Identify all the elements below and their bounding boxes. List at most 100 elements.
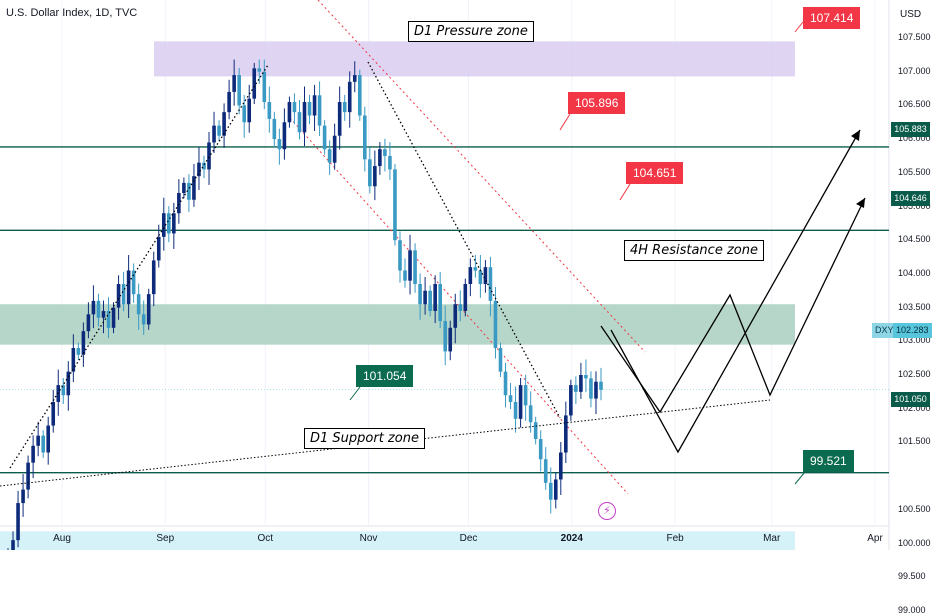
candle-body: [126, 270, 131, 305]
x-tick-3: Nov: [359, 533, 378, 544]
channel-upper: [317, 0, 646, 353]
candle-body: [503, 371, 508, 396]
candle-body: [383, 149, 387, 156]
y-tick-6: 104.500: [898, 234, 931, 245]
candle-body: [91, 300, 96, 315]
candle-body: [292, 102, 297, 113]
candle-body: [458, 304, 463, 311]
candle-body: [418, 284, 422, 305]
y-tick-11: 102.000: [898, 402, 931, 413]
candle-body: [217, 125, 221, 136]
candle-body: [493, 300, 498, 349]
zone-0: [154, 41, 795, 77]
candle-body: [302, 102, 307, 133]
candle-body: [192, 176, 196, 200]
tag-connector-4: [794, 471, 806, 485]
tag-connector-1: [559, 113, 571, 131]
y-tick-10: 102.500: [898, 369, 931, 379]
candle-body: [433, 284, 437, 311]
candle-body: [423, 290, 427, 305]
candle-body: [96, 300, 101, 318]
x-tick-2: Oct: [257, 533, 274, 544]
price-tag-105896: 105.896: [568, 92, 626, 114]
candle-body: [257, 68, 262, 72]
axis-label-101050: 101.050: [891, 392, 930, 407]
candle-body: [51, 401, 56, 426]
candle-body: [574, 385, 578, 392]
y-tick-15: 99.500: [898, 571, 926, 582]
candle-body: [272, 118, 277, 140]
y-tick-8: 103.500: [898, 301, 931, 312]
candle-body: [398, 240, 402, 271]
x-tick-5: 2024: [560, 533, 583, 544]
candle-body: [594, 381, 598, 399]
price-tag-104651: 104.651: [626, 162, 684, 184]
candle-body: [61, 385, 66, 396]
candle-body: [116, 284, 121, 308]
y-tick-9: 103.000: [898, 335, 931, 346]
candle-body: [141, 314, 146, 325]
candle-body: [564, 415, 568, 453]
candle-body: [247, 98, 252, 123]
candle-body: [16, 503, 20, 541]
candle-body: [307, 102, 312, 116]
x-tick-6: Feb: [666, 533, 684, 544]
candle-body: [403, 270, 407, 281]
candle-body: [86, 314, 91, 332]
candle-body: [327, 149, 332, 163]
uptrend-line: [9, 64, 269, 469]
x-tick-1: Sep: [156, 533, 175, 544]
candle-body: [337, 102, 342, 136]
candle-body: [121, 284, 126, 305]
candle-body: [599, 381, 603, 390]
candle-body: [146, 294, 151, 325]
zones-layer: [0, 41, 795, 550]
candle-body: [373, 166, 377, 187]
candle-body: [413, 250, 417, 285]
candle-body: [453, 304, 458, 328]
candle-body: [167, 213, 171, 234]
price-chart[interactable]: [0, 0, 932, 550]
candle-body: [428, 290, 432, 311]
candle-body: [26, 462, 30, 490]
symbol-label: DXY: [872, 323, 897, 338]
channel-lines: [289, 0, 646, 495]
candle-body: [207, 142, 211, 170]
candle-body: [408, 250, 412, 281]
candle-body: [227, 91, 231, 113]
candle-body: [156, 236, 161, 261]
y-tick-4: 105.500: [898, 166, 931, 177]
candle-body: [478, 270, 483, 285]
candle-body: [473, 267, 478, 271]
arrowhead-a: [856, 198, 865, 208]
tag-connector-0: [794, 21, 804, 33]
candle-body: [463, 284, 468, 311]
candle-body: [443, 321, 448, 352]
candle-body: [368, 159, 372, 187]
candle-body: [579, 375, 583, 392]
candle-body: [31, 445, 35, 463]
price-tag-99521: 99.521: [803, 450, 854, 472]
candle-body: [518, 385, 523, 419]
candle-body: [187, 182, 191, 200]
candle-body: [46, 425, 51, 453]
candle-body: [448, 327, 453, 352]
candle-body: [584, 375, 588, 379]
projection-path-b: [610, 129, 861, 454]
candle-body: [548, 482, 553, 500]
price-lines-layer: [0, 21, 889, 485]
candle-body: [131, 270, 136, 295]
candle-body: [252, 68, 257, 99]
candle-body: [332, 135, 337, 163]
candle-body: [523, 385, 528, 406]
candle-body: [172, 213, 176, 234]
candle-body: [197, 162, 201, 177]
candle-body: [212, 125, 216, 143]
tag-connector-2: [619, 183, 631, 201]
x-tick-0: Aug: [53, 533, 71, 544]
candle-body: [177, 193, 181, 214]
y-tick-0: 107.500: [898, 32, 931, 42]
candle-body: [11, 540, 15, 550]
candle-body: [202, 162, 206, 170]
lightning-icon[interactable]: ⚡: [598, 502, 616, 520]
